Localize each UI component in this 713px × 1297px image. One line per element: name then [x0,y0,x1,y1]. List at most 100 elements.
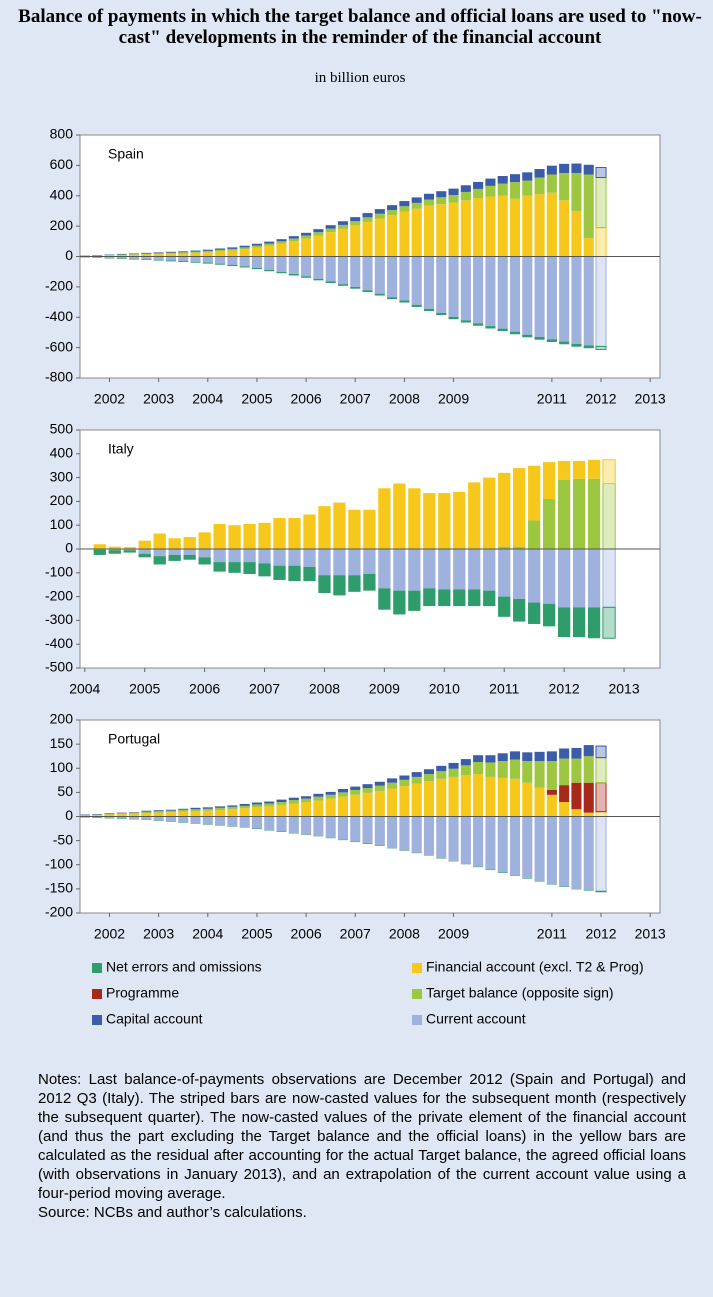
bar [239,249,250,257]
bar [460,775,471,817]
bar [559,748,570,759]
bar [387,778,398,783]
bar [483,477,496,549]
bar [557,607,571,638]
bar [273,518,286,549]
bar [215,263,226,265]
bar [165,251,176,253]
x-tick-label: 2005 [241,926,272,942]
bar [215,810,226,817]
bar [350,225,361,257]
bar [165,252,176,254]
bar [313,793,324,797]
bar [411,304,422,307]
bar [190,252,201,257]
bar [153,810,164,812]
bar [202,808,213,811]
bar [168,538,181,549]
x-tick-label: 2007 [249,681,280,697]
bar [513,549,526,599]
y-tick-label: 400 [50,186,74,202]
bar [497,761,508,778]
bar [534,787,545,817]
x-tick-label: 2008 [389,926,420,942]
bar [436,771,447,779]
x-tick-label: 2002 [94,391,125,407]
bar [468,589,481,607]
bar [258,522,271,549]
bar [301,256,312,277]
bar [483,549,496,591]
bar [190,811,201,817]
bar [571,747,582,759]
x-tick-label: 2004 [192,926,223,942]
bar [313,796,324,801]
bar [543,499,556,549]
bar [411,772,422,777]
bar [350,794,361,817]
bar [522,180,533,196]
bar [497,777,508,817]
bar [528,465,541,521]
bar [239,256,250,267]
y-tick-label: 200 [50,217,74,233]
bar [153,556,166,565]
bar [239,247,250,250]
y-tick-label: -200 [45,904,73,920]
bar [116,256,127,259]
bar [215,806,226,808]
bar [587,549,601,608]
bar [362,784,373,789]
bar [546,165,557,175]
bar [485,326,496,329]
bar [522,816,533,879]
y-tick-label: -300 [45,611,73,627]
bar [595,757,607,784]
bar [348,549,361,576]
bar [301,276,312,278]
bar [473,181,484,189]
bar [423,256,435,309]
bar [534,751,545,762]
bar [116,253,127,255]
bar [129,812,140,814]
bar [513,598,526,622]
bar [522,782,533,817]
bar [546,751,557,762]
bar [522,256,533,335]
bar [509,331,521,335]
bar [411,202,422,209]
bar [513,468,526,547]
bar [301,816,312,835]
bar [436,197,447,205]
bar [572,549,586,608]
bar [583,238,594,257]
bar [374,785,385,791]
bar [190,251,201,253]
bar [264,243,275,246]
x-tick-label: 2008 [309,681,340,697]
bar [350,786,361,790]
x-tick-label: 2012 [585,926,616,942]
bar [239,808,250,817]
bar [374,213,385,219]
bar [202,252,213,257]
y-tick-label: 200 [50,711,74,727]
bar [92,815,103,817]
bar [497,256,508,329]
bar [153,254,164,257]
bar [374,293,385,296]
bar [213,562,226,572]
bar [363,549,376,574]
bar [165,810,176,813]
y-tick-label: 200 [50,492,74,508]
bar [264,801,275,804]
bar [485,178,496,186]
bar [303,549,316,567]
bar [534,256,545,337]
bar [387,205,398,211]
bar [546,761,557,790]
bar [243,562,256,574]
bar [595,816,607,892]
